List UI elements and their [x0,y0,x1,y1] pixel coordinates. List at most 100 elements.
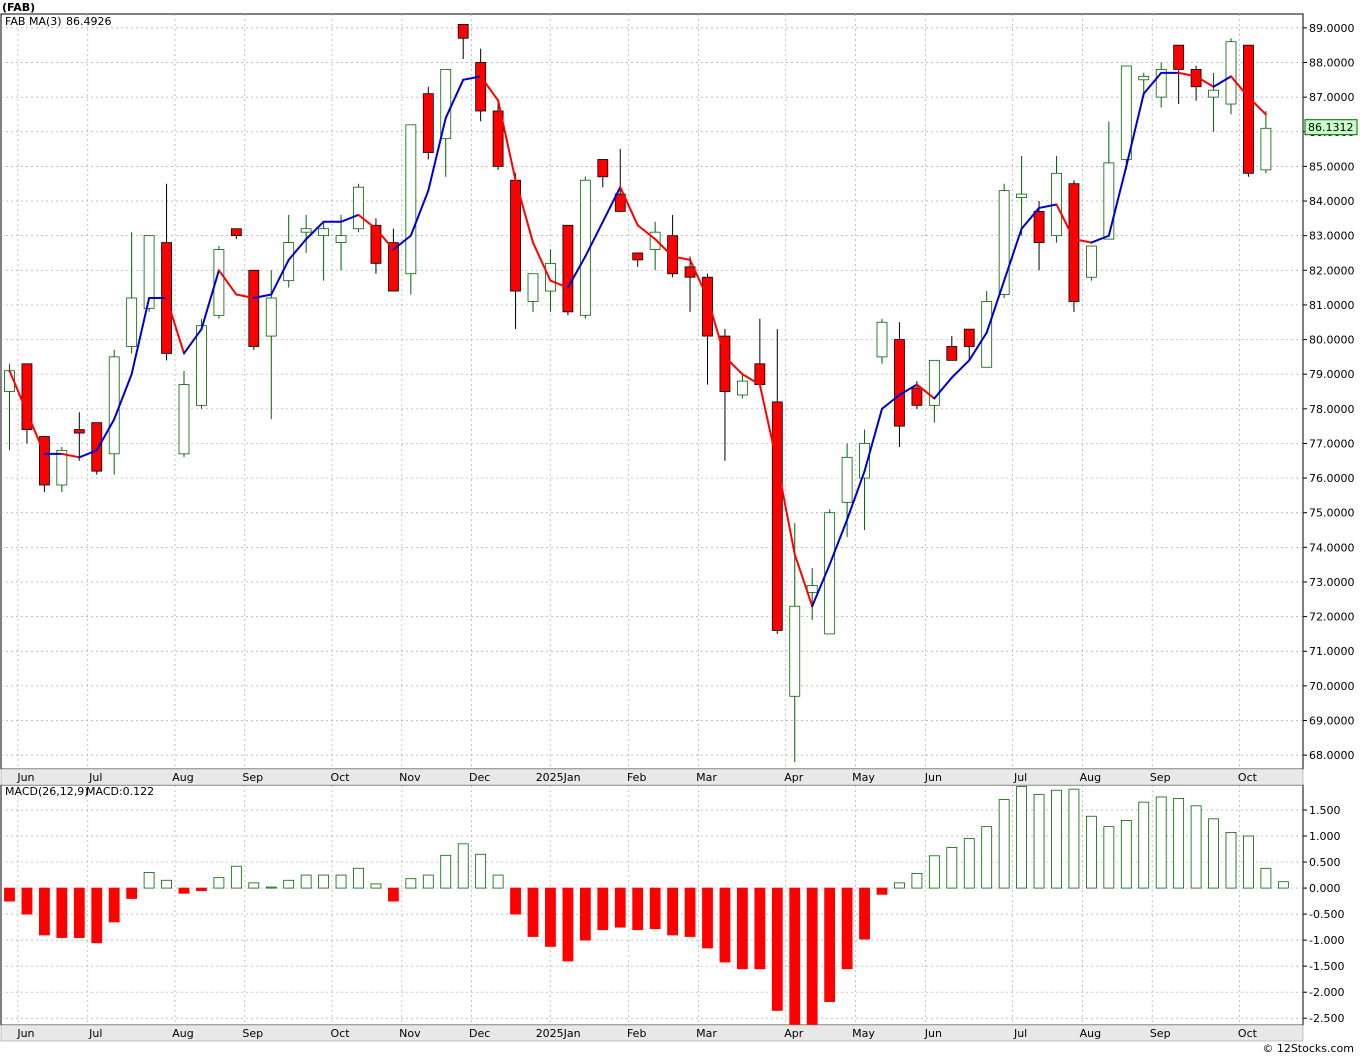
month-label: Sep [242,1027,263,1040]
candle-body-up [318,228,330,237]
ma-segment [427,116,447,192]
price-grid [1,14,1303,769]
macd-bar-negative [178,887,190,894]
candle [1068,180,1080,312]
candle-body-up [1103,162,1115,240]
candle-body-up [649,231,661,250]
candle [457,23,469,60]
ma-segment [706,296,726,358]
ma-segment [584,220,604,258]
candle-body-down [894,339,905,427]
ma-segment [25,411,46,455]
macd-bar-negative [597,887,609,931]
last-price-value: 86.1312 [1308,121,1354,134]
macd-bar-positive [1155,796,1167,889]
candle [1260,110,1272,174]
ma-segment [1072,238,1093,244]
candle-body-down [1173,44,1185,70]
macd-bar-positive [422,874,434,889]
candle [1086,245,1097,281]
ma-segment [165,296,185,355]
month-label: Jun [16,771,34,784]
candle [1103,121,1115,240]
macd-bar-positive [946,847,958,889]
ma-segment [793,553,814,608]
price-y-tick-label: 72.0000 [1309,611,1355,624]
candle-body-up [300,228,312,233]
macd-bar-positive [1190,805,1202,889]
candle-body-up [440,69,452,140]
ma-segment [671,255,692,261]
candle-body-down [39,436,50,486]
month-label: Oct [331,1027,351,1040]
month-label: Jul [88,771,102,784]
month-label: Jun [16,1027,34,1040]
price-y-tick-label: 71.0000 [1309,645,1355,658]
ma-segment [270,258,290,296]
month-label: Sep [1150,771,1171,784]
ma-segment [619,186,639,227]
candle-body-up [405,124,417,275]
candle [737,374,748,399]
candle-body-up [213,249,225,316]
candle-body-up [108,356,120,455]
candle [562,224,574,316]
ma-segment [497,99,517,182]
candle-body-up [527,273,539,302]
ma-segment [60,452,81,459]
candle [1208,72,1219,132]
ma-segment [183,328,203,355]
candle-body-down [387,242,399,292]
ma-segment [636,224,657,241]
ma-segment [305,220,325,241]
ma-segment [8,369,28,414]
macd-y-tick-label: -0.500 [1309,908,1344,921]
month-label: 2025Jan [536,771,581,784]
candle [196,318,207,409]
ma-segment [1230,75,1250,99]
month-label: Jun [924,771,942,784]
ma-segment [863,407,883,473]
macd-bar-positive [1016,786,1027,889]
price-y-tick-label: 70.0000 [1309,680,1355,693]
ma-segment [881,393,901,410]
candle [213,246,225,319]
macd-y-tick-label: 0.000 [1309,882,1341,895]
macd-y-tick-label: 0.500 [1309,856,1341,869]
candle-body-down [946,346,958,361]
candle [824,509,836,635]
ma-segment [758,383,779,466]
macd-bar-positive [998,799,1010,889]
macd-bar-negative [876,887,888,895]
ma-segment [340,213,360,223]
candle-body-down [230,228,242,237]
price-y-tick-label: 81.0000 [1309,299,1355,312]
macd-bar-negative [545,887,556,947]
candle [928,359,940,423]
macd-bar-positive [1225,831,1237,889]
ma-segment [1003,227,1023,282]
macd-bar-positive [1033,793,1045,889]
macd-y-tick-label: 1.500 [1309,804,1341,817]
macd-x-axis: Jun Jul Aug Sep Oct Nov Dec 2025Jan Feb Mar Apr May… [16,1027,1257,1040]
ma-segment [200,269,220,331]
month-label: Jul [1013,771,1027,784]
month-label: May [852,771,875,784]
macd-bar-positive [318,874,330,889]
macd-bar-negative [649,887,661,930]
candle [1173,44,1185,105]
candle-body-up [56,449,68,486]
ma-segment [654,238,674,258]
candle-body-up [545,262,556,292]
candle-body-up [196,325,207,406]
macd-bar-positive [981,826,993,889]
candle-body-down [771,401,783,631]
ma-segment [689,258,709,299]
candle-body-up [928,359,940,406]
candle-body-up [824,512,836,635]
month-label: Jul [88,1027,102,1040]
candle-body-up [1225,41,1237,105]
candle [492,100,504,170]
candle-body-down [492,110,504,167]
macd-bar-negative [387,887,399,902]
